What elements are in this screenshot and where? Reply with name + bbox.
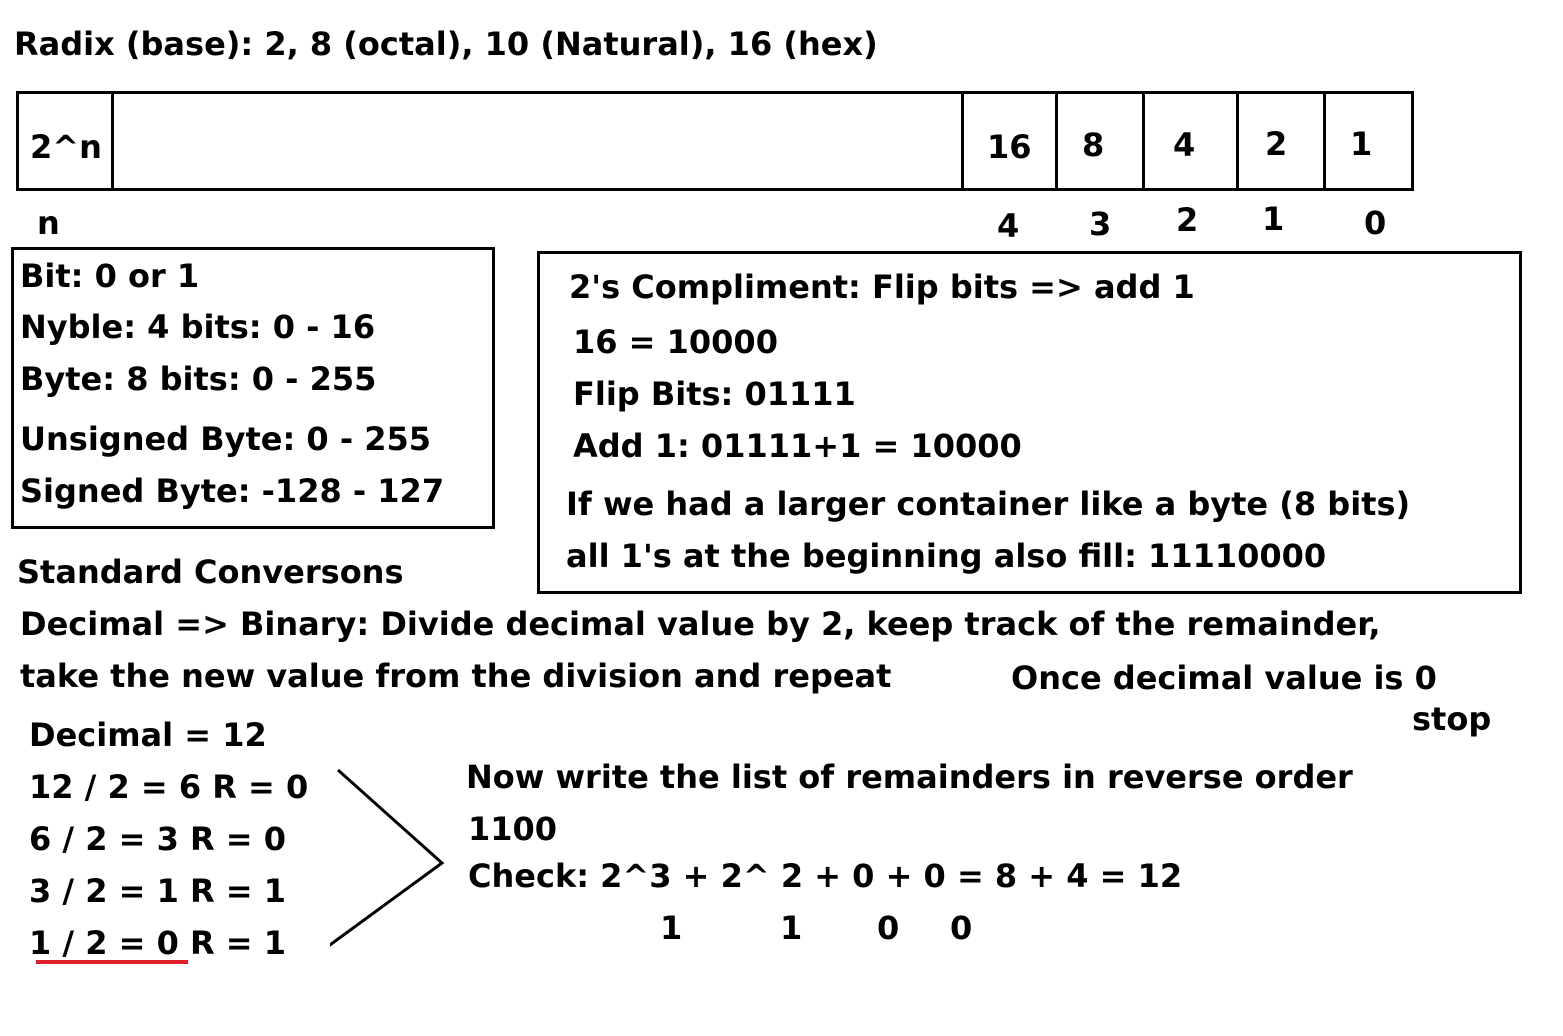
definitions-box	[11, 247, 495, 529]
twos-complement-line: If we had a larger container like a byte…	[566, 485, 1411, 523]
division-step-underlined: 1 / 2 = 0	[29, 924, 179, 962]
twos-complement-line: all 1's at the beginning also fill: 1111…	[566, 537, 1327, 575]
place-value: 16	[987, 128, 1032, 166]
result-bit: 0	[950, 909, 973, 947]
exponent-value: 1	[1262, 200, 1285, 238]
table-divider	[1236, 93, 1239, 189]
definition-nyble: Nyble: 4 bits: 0 - 16	[20, 308, 376, 346]
division-step-last: 1 / 2 = 0 R = 1	[29, 927, 286, 959]
place-value: 1	[1350, 125, 1373, 163]
table-divider	[111, 93, 114, 189]
bracket-arrow	[330, 768, 445, 947]
result-binary: 1100	[468, 810, 558, 848]
result-bit: 0	[877, 909, 900, 947]
twos-complement-line: 16 = 10000	[573, 323, 778, 361]
place-value: 4	[1173, 126, 1196, 164]
place-value-table	[16, 91, 1414, 191]
result-bit: 1	[660, 909, 683, 947]
table-divider	[1142, 93, 1145, 189]
definition-signed-byte: Signed Byte: -128 - 127	[20, 472, 445, 510]
result-bit: 1	[780, 909, 803, 947]
exponent-value: 3	[1089, 205, 1112, 243]
conversions-text: take the new value from the division and…	[20, 657, 892, 695]
exponent-value: 0	[1364, 204, 1387, 242]
division-step: 6 / 2 = 3 R = 0	[29, 820, 286, 858]
exponent-value: 2	[1176, 201, 1199, 239]
twos-complement-line: Add 1: 01111+1 = 10000	[573, 427, 1022, 465]
exponent-label: n	[37, 204, 60, 242]
table-divider	[1055, 93, 1058, 189]
conversions-note: stop	[1412, 700, 1492, 738]
division-step: 3 / 2 = 1 R = 1	[29, 872, 286, 910]
highlight-underline	[36, 960, 188, 964]
conversions-text: Decimal => Binary: Divide decimal value …	[20, 605, 1381, 643]
exponent-value: 4	[997, 207, 1020, 245]
division-step: 12 / 2 = 6 R = 0	[29, 768, 309, 806]
result-instruction: Now write the list of remainders in reve…	[466, 758, 1353, 796]
twos-complement-box	[537, 251, 1522, 594]
example-decimal: Decimal = 12	[29, 716, 267, 754]
place-value: 8	[1082, 126, 1105, 164]
table-header-label: 2^n	[30, 128, 102, 166]
conversions-heading: Standard Conversons	[17, 553, 404, 591]
twos-complement-line: Flip Bits: 01111	[573, 375, 856, 413]
page-title: Radix (base): 2, 8 (octal), 10 (Natural)…	[14, 25, 878, 63]
definition-unsigned-byte: Unsigned Byte: 0 - 255	[20, 420, 432, 458]
twos-complement-heading: 2's Compliment: Flip bits => add 1	[569, 268, 1195, 306]
table-divider	[961, 93, 964, 189]
definition-byte: Byte: 8 bits: 0 - 255	[20, 360, 377, 398]
table-divider	[1323, 93, 1326, 189]
result-check: Check: 2^3 + 2^ 2 + 0 + 0 = 8 + 4 = 12	[468, 857, 1183, 895]
place-value: 2	[1265, 125, 1288, 163]
definition-bit: Bit: 0 or 1	[20, 257, 200, 295]
conversions-note: Once decimal value is 0	[1011, 659, 1437, 697]
division-step-remainder: R = 1	[178, 924, 286, 962]
